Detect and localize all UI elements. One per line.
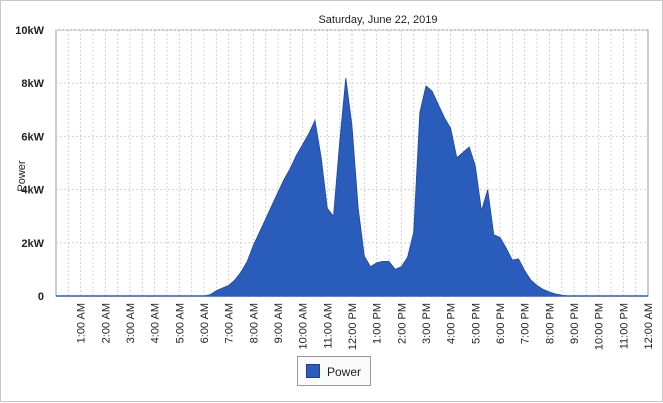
x-tick-label: 6:00 PM [495,303,507,344]
x-tick-label: 11:00 AM [322,303,334,349]
y-tick-label: 0 [38,291,44,303]
legend-label-power: Power [327,365,362,379]
x-tick-label: 5:00 AM [174,303,186,343]
x-tick-label: 7:00 AM [224,303,236,343]
x-tick-label: 8:00 PM [544,303,556,344]
x-tick-label: 10:00 AM [298,303,310,349]
y-tick-label: 10kW [15,25,44,37]
x-tick-label: 9:00 PM [569,303,581,344]
x-tick-label: 4:00 PM [446,303,458,344]
x-tick-label: 11:00 PM [618,303,630,349]
x-tick-label: 12:00 PM [347,303,359,350]
chart-title: Saturday, June 22, 2019 [318,14,437,26]
x-tick-label: 1:00 PM [372,303,384,344]
axis-layer: 0 2kW 4kW 6kW 8kW 10kW 1:00 AM 2:00 AM 3:00 AM 4:… [15,25,655,350]
x-tick-label: 10:00 PM [594,303,606,350]
legend-swatch-power [306,364,320,378]
y-tick-label: 6kW [21,131,44,143]
y-tick-label: 2kW [21,238,44,250]
x-tick-label: 5:00 PM [470,303,482,344]
y-tick-label: 4kW [21,185,44,197]
x-tick-label: 3:00 AM [125,303,137,343]
y-axis-label: Power [16,160,28,192]
x-tick-label: 2:00 AM [100,303,112,343]
x-tick-label: 9:00 AM [273,303,285,343]
x-tick-label: 2:00 PM [396,303,408,344]
x-tick-label: 3:00 PM [421,303,433,344]
x-tick-label: 8:00 AM [248,303,260,343]
legend: Power [297,356,371,386]
y-tick-label: 8kW [21,78,44,90]
series-area-power [56,77,648,297]
x-tick-label: 7:00 PM [520,303,532,344]
x-tick-label: 6:00 AM [199,303,211,343]
x-tick-label: 12:00 AM [643,303,655,349]
x-tick-label: 4:00 AM [150,303,162,343]
area-layer [56,77,648,297]
x-tick-label: 1:00 AM [76,303,88,343]
